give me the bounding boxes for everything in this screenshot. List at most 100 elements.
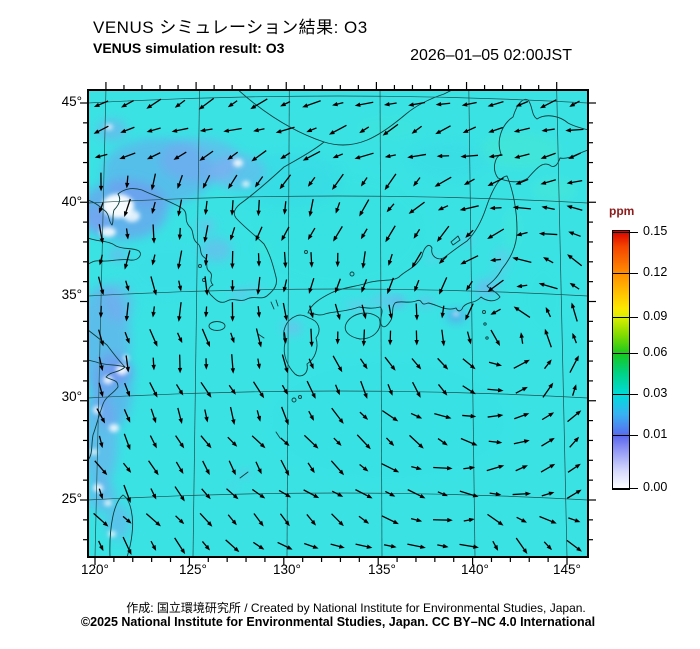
wind-arrow [516,231,528,237]
wind-arrow [331,513,344,527]
map-frame [87,89,589,558]
wind-arrow [413,177,421,187]
lon-tick-label: 125° [179,562,207,577]
wind-arrow [388,304,393,320]
wind-arrow [441,329,446,347]
o3-blob [418,297,434,307]
wind-arrow [354,101,374,107]
wind-arrow [359,411,369,420]
wind-arrow [387,277,395,295]
wind-arrow [383,101,397,107]
wind-arrow [460,154,479,159]
axis-ticks [80,82,596,565]
wind-arrow [280,459,290,477]
wind-arrow [230,332,235,344]
wind-arrow [229,406,236,425]
wind-arrow [119,152,136,160]
wind-arrow [438,255,448,264]
o3-blob [475,280,497,296]
wind-arrow [282,332,288,344]
wind-arrow [361,329,367,347]
o3-blob [104,500,112,506]
wind-arrow [94,153,108,159]
colorbar-tick-label: 0.06 [643,345,668,360]
wind-arrow [280,152,291,160]
island-okinawa [239,471,249,479]
colorbar-tick-line [612,316,638,318]
o3-blob [88,207,110,233]
wind-arrow [414,330,419,346]
meridian-line [556,90,568,557]
wind-arrow [407,489,426,499]
wind-arrow [514,413,530,420]
wind-arrow [230,354,236,374]
wind-arrow [120,99,134,108]
o3-blob [200,238,232,262]
wind-arrow [176,332,183,344]
wind-arrow [255,461,262,475]
lon-tick-label: 140° [461,562,489,577]
wind-arrow [283,251,288,269]
wind-arrow [492,540,499,551]
wind-arrow [94,460,108,476]
wind-arrow [333,226,343,242]
wind-arrow [303,434,319,449]
wind-arrow [150,488,157,500]
wind-arrow [411,381,421,398]
wind-arrow [514,153,530,159]
wind-arrow [409,434,424,449]
wind-arrow [151,224,157,244]
wind-arrow [174,537,186,555]
wind-arrow [203,225,209,243]
wind-arrow [281,406,289,426]
wind-arrow [516,516,527,523]
coast-shandong [88,237,141,265]
wind-arrow [177,302,182,322]
colorbar-units-label: ppm [609,204,635,218]
island-izu-3 [485,336,489,340]
wind-arrow [151,254,156,266]
colorbar-tick-line [612,353,638,355]
wind-arrow [331,490,344,497]
wind-arrow [414,279,420,292]
wind-arrow [123,433,131,451]
wind-arrow [175,515,185,525]
wind-arrow [463,465,476,471]
wind-arrow [543,541,552,551]
wind-arrow [487,513,504,526]
coast-kyushu [283,314,320,377]
wind-arrow [516,283,528,289]
wind-arrow [359,358,368,370]
wind-arrow [306,127,317,133]
wind-arrow [199,150,214,161]
wind-arrow [282,201,288,215]
o3-blob [532,178,576,202]
wind-arrow [572,384,577,396]
wind-arrow [145,513,161,527]
wind-arrow [569,355,579,373]
wind-arrow [488,361,502,367]
island-ulleung [304,250,308,254]
wind-arrow [466,280,473,291]
wind-arrow [361,279,368,293]
wind-arrow [228,384,236,395]
wind-arrow [437,491,448,497]
wind-arrow [201,488,211,500]
timestamp-label: 2026–01–05 02:00JST [410,47,572,64]
wind-arrow [332,101,344,107]
lat-tick-label: 35° [61,287,82,302]
wind-arrow [489,491,502,497]
wind-arrow [515,537,528,555]
wind-arrow [256,358,261,370]
wind-arrow [487,228,505,239]
wind-arrow [466,331,472,345]
o3-blob [97,119,127,141]
meridian-line [286,90,290,557]
wind-arrow [256,306,262,318]
colorbar-tick-line [612,394,638,396]
wind-arrow [434,176,452,187]
wind-arrow [515,465,528,472]
coast-hokkaido-east [497,149,588,183]
wind-arrow [332,173,344,190]
wind-arrow [513,306,531,319]
